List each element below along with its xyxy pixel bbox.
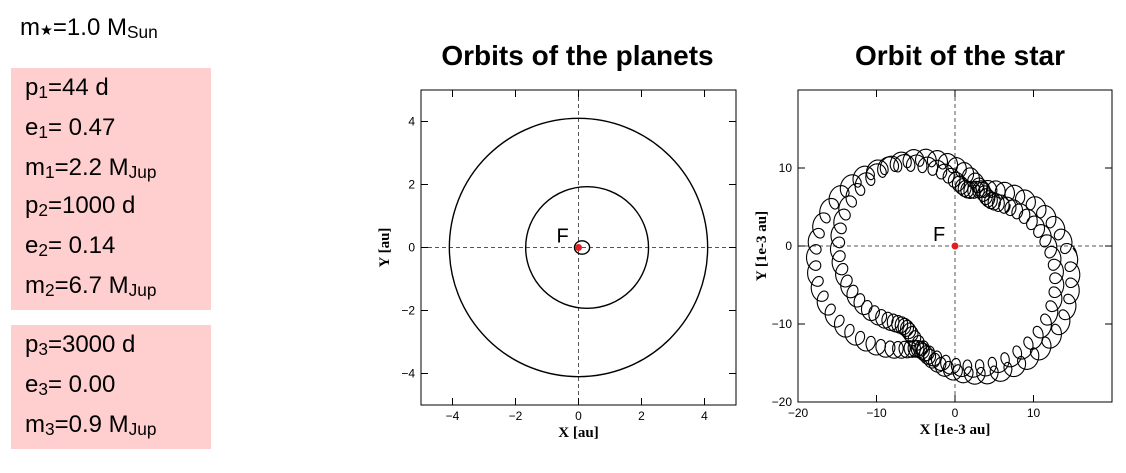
- planets-ytick-label: 0: [408, 241, 415, 255]
- star-xlabel: X [1e-3 au]: [920, 422, 991, 438]
- planet-2-mass: m2=6.7 MJup: [25, 272, 157, 301]
- planets-focus-label: F: [557, 226, 569, 248]
- planets-focus-point: [575, 244, 582, 251]
- star-ylabel: Y [1e-3 au]: [754, 211, 770, 281]
- planets-ylabel: Y [au]: [377, 228, 393, 268]
- planet-3-mass: m3=0.9 MJup: [25, 411, 157, 440]
- planet-3-box: p3=3000 d e3= 0.00 m3=0.9 MJup: [11, 325, 211, 450]
- star-xtick-label: 0: [952, 406, 959, 420]
- planet-2-period: p2=1000 d: [25, 192, 136, 221]
- planets-xtick-label: −2: [509, 409, 523, 423]
- planets-xtick-label: −4: [446, 409, 460, 423]
- star-focus-label: F: [933, 224, 945, 246]
- planet-1-period: p1=44 d: [25, 74, 109, 103]
- star-ytick-label: −10: [772, 317, 793, 331]
- planet-2-eccentricity: e2= 0.14: [25, 232, 116, 261]
- planet-orbit-1: [573, 240, 591, 255]
- star-orbit-path-2: [829, 148, 1065, 378]
- planet-1-mass: m1=2.2 MJup: [25, 154, 157, 183]
- planet-3-eccentricity: e3= 0.00: [25, 371, 116, 400]
- planets-xlabel: X [au]: [558, 425, 598, 441]
- planets-orbit-plot: −4 −2 0 2 4 −4 −2 0 2 4 X [au] Y [au] F: [377, 89, 737, 441]
- planets-xtick-label: 4: [701, 409, 708, 423]
- star-focus-point: [951, 242, 959, 250]
- planet-1-box: p1=44 d e1= 0.47 m1=2.2 MJup: [11, 68, 211, 193]
- planets-plot-title: Orbits of the planets: [441, 40, 714, 71]
- star-ytick-label: −20: [772, 395, 793, 409]
- star-mass-label: m★=1.0 MSun: [20, 14, 158, 43]
- star-orbit-path: [805, 154, 1081, 385]
- planets-xtick-label: 2: [638, 409, 645, 423]
- planet-orbit-2: [524, 185, 650, 310]
- planets-ytick-label: 4: [408, 115, 415, 129]
- planet-3-period: p3=3000 d: [25, 331, 136, 360]
- planets-ytick-label: 2: [408, 178, 415, 192]
- star-xtick-label: −20: [788, 406, 809, 420]
- star-orbit-plot: −20 −10 0 10 −20 −10 0 10 X [1e-3 au] Y [1e-3 au]…: [754, 89, 1113, 438]
- planets-xtick-label: 0: [575, 409, 582, 423]
- star-plot-title: Orbit of the star: [854, 40, 1065, 71]
- planet-1-eccentricity: e1= 0.47: [25, 114, 116, 143]
- star-xtick-label: 10: [1027, 406, 1041, 420]
- planets-ytick-label: −4: [401, 367, 415, 381]
- star-ytick-label: 0: [785, 239, 792, 253]
- planet-2-box: p2=1000 d e2= 0.14 m2=6.7 MJup: [11, 186, 211, 311]
- star-xtick-label: −10: [866, 406, 887, 420]
- planets-ytick-label: −2: [401, 304, 415, 318]
- planet-orbit-3: [448, 117, 709, 378]
- star-ytick-label: 10: [779, 161, 793, 175]
